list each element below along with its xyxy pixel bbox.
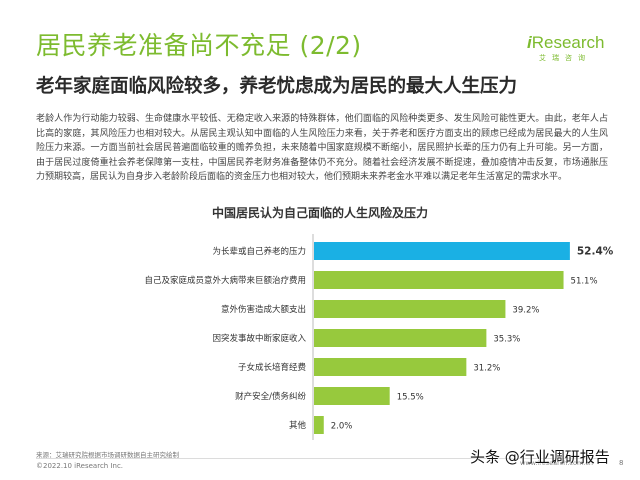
chart-title: 中国居民认为自己面临的人生风险及压力 xyxy=(211,206,428,220)
value-label: 35.3% xyxy=(493,335,520,345)
category-label: 财产安全/债务纠纷 xyxy=(235,391,306,402)
bar xyxy=(314,358,467,376)
category-label: 其他 xyxy=(289,420,307,431)
logo-subtitle: 艾瑞咨询 xyxy=(539,54,591,62)
iresearch-logo: iResearch 艾瑞咨询 xyxy=(527,34,607,74)
copyright: ©2022.10 iResearch Inc. xyxy=(36,462,124,470)
footer-divider xyxy=(36,458,604,459)
watermark: 头条 @行业调研报告 xyxy=(470,448,610,466)
bar xyxy=(314,271,564,289)
category-label: 意外伤害造成大额支出 xyxy=(221,304,306,315)
value-label: 15.5% xyxy=(397,393,424,403)
page-title: 居民养老准备尚不充足 (2/2) xyxy=(36,31,362,60)
value-label: 52.4% xyxy=(577,246,614,258)
category-label: 因突发事故中断家庭收入 xyxy=(212,333,306,344)
logo-name: Research xyxy=(531,33,605,52)
category-label: 自己及家庭成员意外大病带来巨额治疗费用 xyxy=(144,275,306,286)
value-label: 2.0% xyxy=(331,422,353,432)
bar xyxy=(314,242,570,260)
value-label: 51.1% xyxy=(571,277,598,287)
value-label: 39.2% xyxy=(512,306,539,316)
bar xyxy=(314,387,390,405)
bar xyxy=(314,329,487,347)
bar xyxy=(314,300,506,318)
category-label: 为长辈或自己养老的压力 xyxy=(212,246,306,257)
website-url: www.iresearch.com.cn xyxy=(520,459,594,467)
category-label: 子女成长培育经费 xyxy=(238,362,307,373)
bar-chart: 为长辈或自己养老的压力 52.4% 自己及家庭成员意外大病带来巨额治疗费用 51.1%… xyxy=(144,234,614,440)
page-number: 8 xyxy=(619,459,624,467)
logo-prefix: i xyxy=(527,33,532,52)
bar xyxy=(314,416,324,434)
intro-paragraph: 老龄人作为行动能力较弱、生命健康水平较低、无稳定收入来源的特殊群体，他们面临的风… xyxy=(36,114,608,182)
value-label: 31.2% xyxy=(473,364,500,374)
source-note: 来源：艾瑞研究院根据市场调研数据自主研究绘制 xyxy=(36,451,179,459)
page-subtitle: 老年家庭面临风险较多，养老忧虑成为居民的最大人生压力 xyxy=(36,76,518,97)
